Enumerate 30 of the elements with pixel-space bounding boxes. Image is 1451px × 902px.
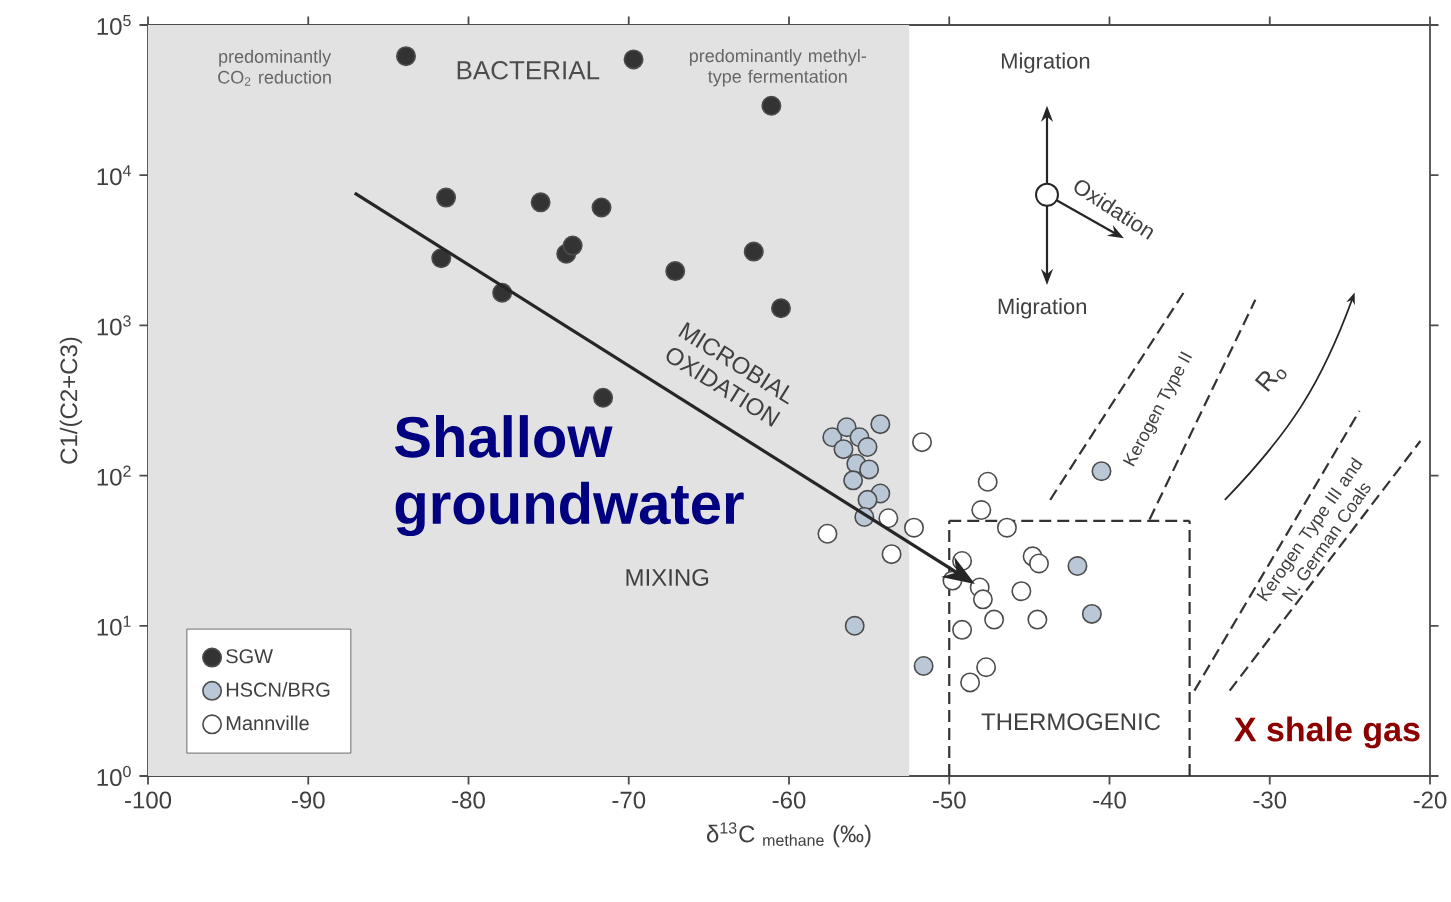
y-tick-label: 10$^{2}$	[97, 465, 131, 486]
legend-label: Mannville	[226, 715, 309, 731]
annotation: THERMOGENIC	[981, 713, 1161, 731]
x-tick-label: -40	[1093, 791, 1126, 809]
annotation: predominantly CO$_{2}$ reduction	[218, 49, 332, 86]
annotation: predominantly methyl-type fermentation	[689, 48, 866, 87]
annotation: X shale gas	[1234, 716, 1420, 749]
x-tick-label: -30	[1253, 791, 1287, 809]
annotation: Shallow groundwater	[394, 415, 744, 537]
annotation: Migration	[1001, 52, 1090, 74]
y-tick-label: 10$^{1}$	[97, 615, 131, 636]
legend-label: SGW	[226, 649, 273, 664]
annotation: Migration	[998, 298, 1086, 319]
x-tick-label: -70	[612, 791, 646, 809]
x-tick-label: -100	[125, 791, 172, 809]
x-axis-title: δ$^{13}$C $_{methane}$ (‰)	[706, 822, 871, 848]
x-tick-label: -60	[772, 791, 806, 809]
y-tick-label: 10$^{0}$	[97, 765, 131, 787]
x-tick-label: -80	[452, 791, 485, 809]
annotation: R$_{o}$	[1254, 369, 1287, 392]
x-tick-label: -50	[932, 791, 966, 809]
legend-label: HSCN/BRG	[226, 682, 330, 697]
x-tick-label: -90	[291, 791, 325, 809]
x-tick-label: -20	[1413, 791, 1447, 809]
y-tick-label: 10$^{5}$	[97, 15, 131, 35]
y-tick-label: 10$^{3}$	[97, 315, 131, 336]
annotation: BACTERIAL	[457, 61, 600, 80]
y-tick-label: 10$^{4}$	[97, 165, 131, 186]
y-axis-title: C1/(C2+C3)	[59, 337, 83, 464]
annotation: MIXING	[626, 568, 709, 586]
